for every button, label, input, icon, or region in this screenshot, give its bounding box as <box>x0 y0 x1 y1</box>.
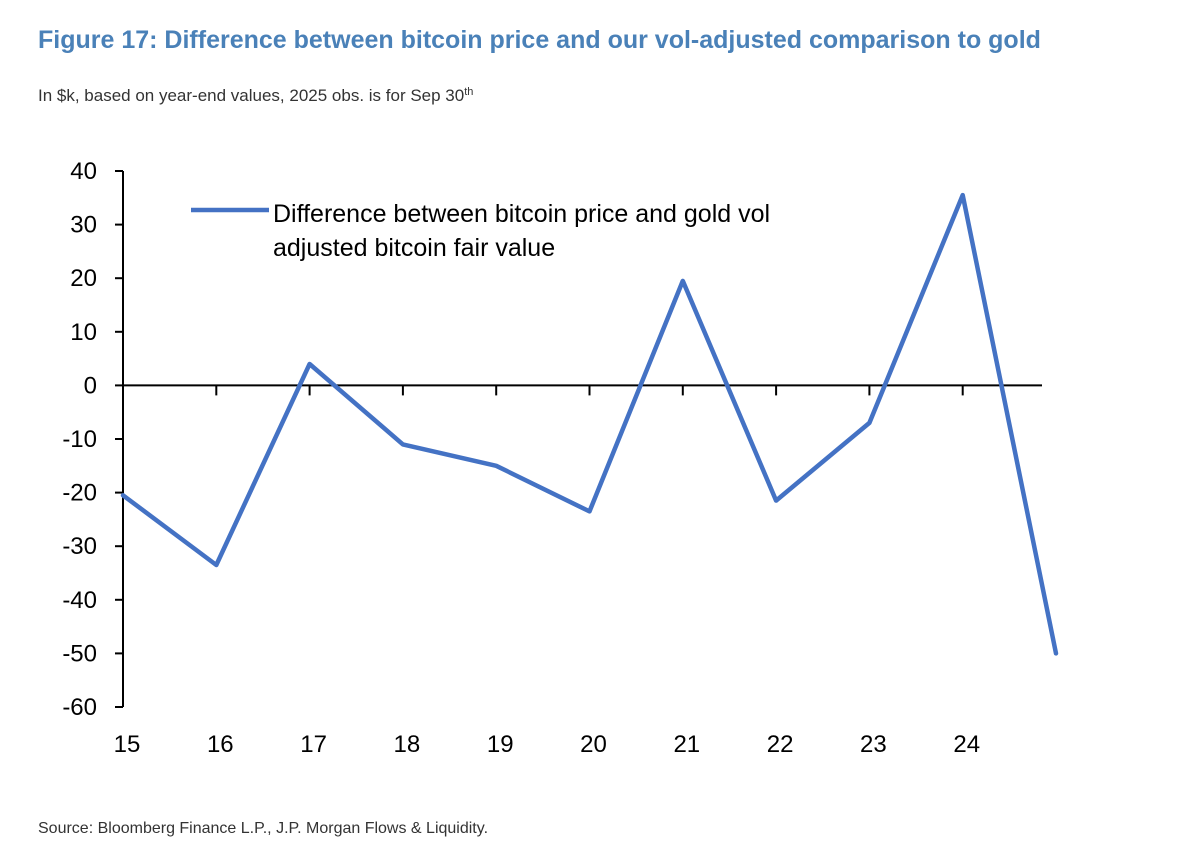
y-tick-label: -30 <box>62 533 97 560</box>
source-note: Source: Bloomberg Finance L.P., J.P. Mor… <box>38 820 489 837</box>
y-tick-label: -50 <box>62 640 97 667</box>
axes: 40 30 20 10 0 -10 -20 -30 -40 -50 -60 15 16 17 18 19 20 2… <box>62 158 1042 758</box>
x-tick-label: 24 <box>953 731 980 758</box>
series-line <box>120 192 1059 656</box>
y-tick-label: -10 <box>62 426 97 453</box>
x-tick-label: 23 <box>860 731 887 758</box>
y-tick-label: -40 <box>62 587 97 614</box>
x-tick-label: 16 <box>207 731 234 758</box>
x-tick-label: 15 <box>114 731 141 758</box>
x-tick-label: 17 <box>300 731 327 758</box>
legend-label: Difference between bitcoin price and gol… <box>273 200 770 228</box>
x-tick-label: 18 <box>394 731 421 758</box>
y-tick-label: 30 <box>70 212 97 239</box>
subtitle-text: In $k, based on year-end values, 2025 ob… <box>38 86 465 105</box>
y-tick-label: 0 <box>84 372 97 399</box>
figure-subtitle: In $k, based on year-end values, 2025 ob… <box>38 86 473 106</box>
y-tick-label: -20 <box>62 480 97 507</box>
series-layer <box>120 192 1059 656</box>
legend-label: adjusted bitcoin fair value <box>273 234 555 262</box>
y-tick-label: 20 <box>70 265 97 292</box>
x-tick-label: 20 <box>580 731 607 758</box>
y-tick-label: 40 <box>70 158 97 185</box>
x-tick-label: 21 <box>673 731 700 758</box>
y-tick-label: -60 <box>62 694 97 721</box>
figure-title: Figure 17: Difference between bitcoin pr… <box>38 26 1041 54</box>
x-tick-label: 22 <box>767 731 794 758</box>
x-tick-label: 19 <box>487 731 514 758</box>
y-tick-label: 10 <box>70 319 97 346</box>
subtitle-superscript: th <box>464 86 474 98</box>
legend: Difference between bitcoin price and gol… <box>191 200 770 262</box>
